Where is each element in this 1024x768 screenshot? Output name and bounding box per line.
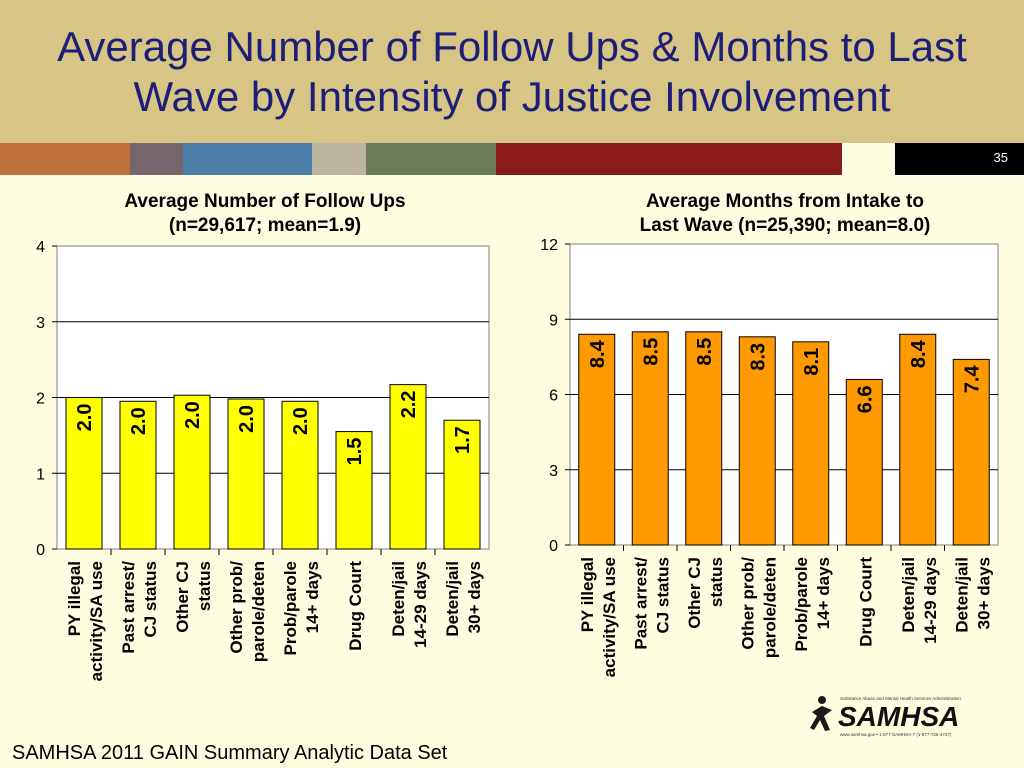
color-strip-segment <box>0 143 130 175</box>
right-category-label: activity/SA use <box>600 557 619 677</box>
color-strip-segment <box>895 143 1024 175</box>
right-y-tick-label: 6 <box>549 388 558 405</box>
slide-title: Average Number of Follow Ups & Months to… <box>0 22 1024 122</box>
left-data-label: 2.2 <box>398 391 420 419</box>
left-category-label: Other CJ <box>173 561 192 633</box>
color-strip <box>0 143 1024 175</box>
left-y-tick-label: 2 <box>36 391 45 408</box>
left-data-label: 1.5 <box>344 438 366 466</box>
left-bar <box>173 394 211 550</box>
right-y-tick-label: 12 <box>540 237 558 254</box>
left-bar <box>443 419 481 550</box>
left-y-tick-label: 3 <box>36 315 45 332</box>
right-category-label: Prob/parole <box>792 557 811 651</box>
samhsa-figure-icon <box>810 696 832 731</box>
left-y-tick-label: 4 <box>36 239 45 256</box>
samhsa-logo: Substance Abuse and Mental Health Servic… <box>810 696 961 737</box>
right-chart-title-line-1: Average Months from Intake to <box>645 191 924 212</box>
left-category-label: Prob/parole <box>281 561 300 655</box>
right-category-label: PY illegal <box>578 557 597 632</box>
left-bar <box>65 397 103 550</box>
left-category-label: Deten/jail <box>443 561 462 637</box>
left-bar <box>227 398 265 550</box>
right-category-label: status <box>707 557 726 607</box>
color-strip-segment <box>183 143 312 175</box>
right-category-label: Deten/jail <box>952 557 971 633</box>
right-bar <box>899 333 937 546</box>
color-strip-segment <box>312 143 366 175</box>
right-data-label: 8.4 <box>587 339 609 368</box>
right-y-tick-label: 3 <box>549 463 558 480</box>
right-bar <box>792 341 830 546</box>
left-data-label: 2.0 <box>236 405 258 433</box>
left-category-label: parole/deten <box>249 561 268 662</box>
right-data-label: 8.5 <box>694 338 716 366</box>
color-strip-segment <box>130 143 183 175</box>
color-strip-segment <box>842 143 895 175</box>
slide-title-line-2: Wave by Intensity of Justice Involvement <box>133 73 891 120</box>
left-data-label: 2.0 <box>74 404 96 432</box>
right-y-tick-label: 9 <box>549 312 558 329</box>
right-category-label: Other prob/ <box>738 557 757 650</box>
color-strip-segment <box>496 143 842 175</box>
right-data-label: 7.4 <box>961 365 983 394</box>
right-category-label: Deten/jail <box>899 557 918 633</box>
right-category-label: Drug Court <box>856 557 875 647</box>
right-category-label: CJ status <box>653 557 672 634</box>
left-chart-title-line-2: (n=29,617; mean=1.9) <box>168 215 362 236</box>
left-category-label: Past arrest/ <box>119 561 138 654</box>
samhsa-logo-text: SAMHSA <box>838 701 959 732</box>
right-bar <box>685 331 723 546</box>
right-bar <box>631 331 669 546</box>
right-category-label: 14-29 days <box>921 557 940 644</box>
left-category-label: Other prob/ <box>227 561 246 654</box>
left-data-label: 2.0 <box>128 407 150 435</box>
left-category-label: 30+ days <box>465 561 484 633</box>
right-category-label: 30+ days <box>974 557 993 629</box>
right-category-label: Past arrest/ <box>631 557 650 650</box>
page-number: 35 <box>993 150 1008 165</box>
right-data-label: 8.4 <box>908 339 930 368</box>
right-data-label: 8.1 <box>801 348 823 376</box>
left-category-label: PY illegal <box>65 561 84 636</box>
right-data-label: 8.5 <box>640 338 662 366</box>
color-strip-segment <box>366 143 496 175</box>
left-category-label: 14+ days <box>303 561 322 633</box>
right-bar <box>845 378 883 546</box>
title-band <box>0 0 1024 143</box>
right-bar <box>738 336 776 546</box>
source-note: SAMHSA 2011 GAIN Summary Analytic Data S… <box>12 742 448 764</box>
right-chart-title: Average Months from Intake to Last Wave … <box>555 190 1015 238</box>
right-bar <box>952 358 990 546</box>
left-y-tick-label: 1 <box>36 466 45 483</box>
right-data-label: 6.6 <box>854 385 876 413</box>
right-category-label: Other CJ <box>685 557 704 629</box>
left-bar <box>119 400 157 550</box>
left-chart-title-line-1: Average Number of Follow Ups <box>124 191 406 212</box>
right-data-label: 8.3 <box>747 343 769 371</box>
left-bar <box>389 384 427 550</box>
left-category-label: Drug Court <box>346 561 365 651</box>
samhsa-logo-tagline: Substance Abuse and Mental Health Servic… <box>840 696 961 701</box>
right-category-label: 14+ days <box>814 557 833 629</box>
right-category-label: parole/deten <box>760 557 779 658</box>
left-data-label: 2.0 <box>182 401 204 429</box>
samhsa-logo-contact: www.samhsa.gov • 1-877-SAMHSA-7 (1-877-7… <box>840 732 952 737</box>
left-category-label: 14-29 days <box>411 561 430 648</box>
right-y-tick-label: 0 <box>549 538 558 555</box>
left-data-label: 1.7 <box>452 426 474 454</box>
slide-title-line-1: Average Number of Follow Ups & Months to… <box>57 23 967 70</box>
left-y-tick-label: 0 <box>36 542 45 559</box>
left-bar <box>281 400 319 550</box>
left-category-label: Deten/jail <box>389 561 408 637</box>
left-data-label: 2.0 <box>290 407 312 435</box>
right-bar <box>578 333 616 546</box>
left-bar <box>335 431 373 550</box>
left-chart-title: Average Number of Follow Ups (n=29,617; … <box>40 190 490 238</box>
right-chart-title-line-2: Last Wave (n=25,390; mean=8.0) <box>639 215 931 236</box>
left-category-label: activity/SA use <box>87 561 106 681</box>
left-category-label: CJ status <box>141 561 160 638</box>
left-category-label: status <box>195 561 214 611</box>
